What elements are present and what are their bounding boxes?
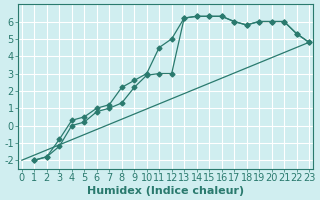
X-axis label: Humidex (Indice chaleur): Humidex (Indice chaleur) bbox=[87, 186, 244, 196]
